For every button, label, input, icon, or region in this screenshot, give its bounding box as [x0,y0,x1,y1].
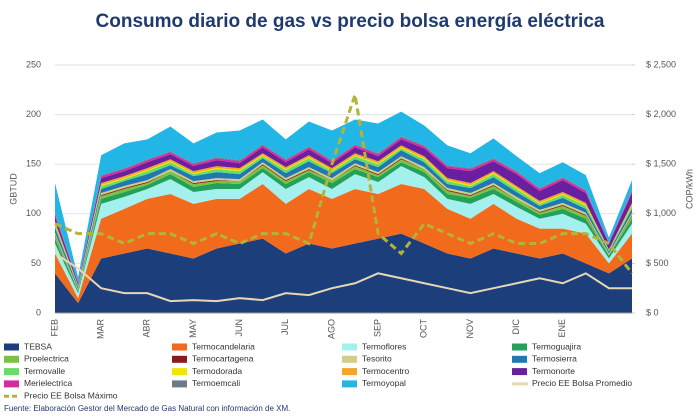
x-tick-label: DIC [511,319,521,335]
y-axis-label: GBTUD [8,173,18,205]
area [55,150,632,290]
legend-label: Termonorte [532,366,575,376]
legend-label: Tesorito [362,354,392,364]
legend-swatch [172,368,187,376]
y2-tick-label: $ 1,000 [646,208,676,218]
y2-tick-label: $ 2,000 [646,109,676,119]
legend-swatch [172,380,187,388]
y-tick-label: 0 [36,307,41,317]
legend-swatch [512,343,527,351]
y2-tick-label: $ 500 [646,258,669,268]
legend-swatch [4,380,19,388]
legend-label: Precio EE Bolsa Promedio [532,378,632,388]
legend-label: Termocandelaria [192,341,255,351]
area [55,111,632,283]
area [55,166,632,299]
x-tick-label: AGO [326,319,336,339]
y-tick-label: 50 [31,258,41,268]
x-tick-label: NOV [465,319,475,339]
legend-label: Termoemcali [192,378,240,388]
legend-label: Termoflores [362,341,406,351]
legend-label: Termodorada [192,366,242,376]
x-tick-label: SEP [372,319,382,337]
price-line [54,94,634,275]
legend-label: Termocartagena [192,354,254,364]
y-tick-label: 150 [26,159,41,169]
x-tick-label: OCT [419,319,429,339]
legend-swatch [342,343,357,351]
y2-axis-label: COP/kWh [684,169,694,209]
x-tick-label: MAY [188,319,198,338]
legend-label: Proelectrica [24,354,69,364]
legend-swatch [4,355,19,363]
price-line [54,252,632,303]
x-tick-label: ABR [142,319,152,338]
area [55,162,632,294]
legend-swatch [342,368,357,376]
area [55,233,632,313]
x-tick-label: ENE [557,319,567,338]
y2-tick-label: $ 1,500 [646,159,676,169]
legend-swatch [172,355,187,363]
y-tick-label: 250 [26,59,41,69]
source-note: Fuente: Elaboración Gestor del Mercado d… [4,404,290,413]
legend-label: Precio EE Bolsa Máximo [24,390,118,400]
x-tick-label: JUN [234,319,244,337]
legend-label: TEBSA [24,341,52,351]
legend-swatch [342,380,357,388]
chart-title: Consumo diario de gas vs precio bolsa en… [96,11,605,32]
legend-swatch [512,368,527,376]
legend-swatch [512,355,527,363]
y2-tick-label: $ 2,500 [646,59,676,69]
x-tick-label: FEB [49,319,59,337]
legend-swatch [4,343,19,351]
legend-swatch [4,368,19,376]
legend-label: Termosierra [532,354,577,364]
y-tick-label: 200 [26,109,41,119]
legend-label: Merielectrica [24,378,72,388]
legend-label: Termovalle [24,366,65,376]
x-tick-label: MAR [96,319,106,340]
legend-label: Termoguajira [532,341,581,351]
y-tick-label: 100 [26,208,41,218]
legend-swatch [172,343,187,351]
legend-label: Termocentro [362,366,410,376]
y2-tick-label: $ 0 [646,307,659,317]
legend-swatch [342,355,357,363]
x-tick-label: JUL [280,319,290,335]
legend-label: Termoyopal [362,378,406,388]
area [55,184,632,304]
